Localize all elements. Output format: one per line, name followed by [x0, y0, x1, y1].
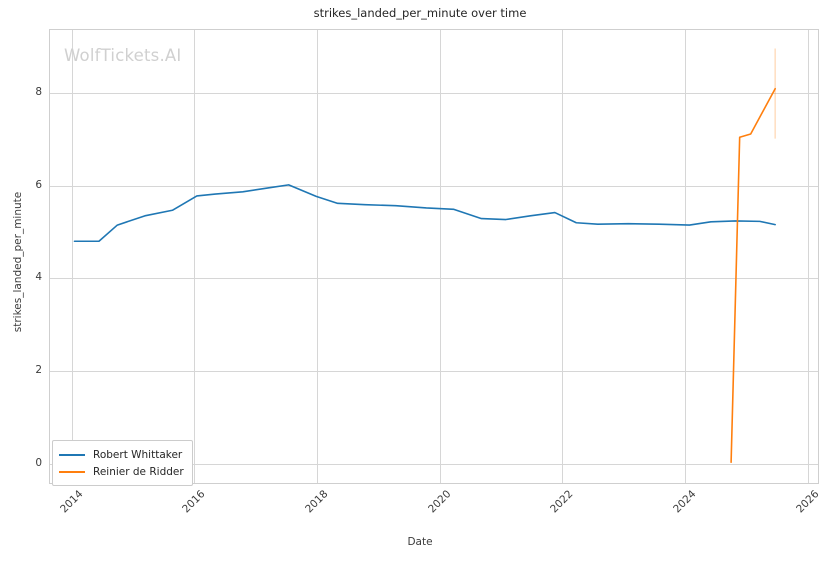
- gridline-vertical: [807, 30, 809, 483]
- y-tick-label: 4: [35, 271, 42, 284]
- legend-label: Robert Whittaker: [93, 448, 183, 461]
- y-tick-label: 0: [35, 457, 42, 470]
- y-axis-ticks: 0 2 4 6 8: [0, 29, 42, 484]
- gridline-vertical: [562, 30, 564, 483]
- series-line-2: [730, 87, 776, 463]
- x-tick-label: 2014: [57, 488, 85, 516]
- x-tick-label: 2026: [793, 488, 822, 516]
- y-tick-label: 2: [35, 364, 42, 377]
- y-tick-label: 8: [35, 85, 42, 98]
- legend-swatch-icon: [59, 453, 85, 456]
- gridlines: [50, 30, 818, 483]
- gridline-vertical: [316, 30, 318, 483]
- watermark-layer: WolfTickets.AI: [50, 30, 818, 483]
- gridline-horizontal: [50, 278, 818, 280]
- legend-swatch-icon: [59, 470, 85, 473]
- chart-legend[interactable]: Robert Whittaker Reinier de Ridder: [52, 440, 193, 486]
- gridline-vertical: [439, 30, 441, 483]
- x-tick-label: 2020: [425, 488, 454, 516]
- x-axis-label: Date: [407, 536, 433, 548]
- y-axis-label: strikes_landed_per_minute: [12, 191, 24, 333]
- y-tick-label: 6: [35, 178, 42, 191]
- gridline-horizontal: [50, 371, 818, 373]
- plot-area: WolfTickets.AI: [49, 29, 819, 484]
- gridline-vertical: [685, 30, 686, 483]
- legend-item-1[interactable]: Robert Whittaker: [59, 446, 184, 463]
- x-tick-label: 2016: [180, 488, 208, 516]
- x-tick-label: 2024: [671, 488, 699, 516]
- legend-label: Reinier de Ridder: [93, 465, 184, 478]
- gridline-vertical: [194, 30, 196, 483]
- series-lines: [73, 48, 776, 463]
- x-tick-label: 2022: [548, 488, 576, 516]
- series-line-1: [73, 184, 776, 243]
- legend-item-2[interactable]: Reinier de Ridder: [59, 463, 184, 480]
- chart-title: strikes_landed_per_minute over time: [313, 6, 527, 20]
- gridline-vertical: [71, 30, 73, 483]
- gridline-horizontal: [50, 92, 818, 94]
- x-tick-label: 2018: [302, 488, 331, 516]
- x-axis-ticks: 2014 2016 2018 2020 2022 2024 2026: [49, 484, 822, 544]
- gridline-horizontal: [50, 464, 818, 466]
- gridline-horizontal: [50, 185, 818, 187]
- watermark-text: WolfTickets.AI: [64, 46, 182, 65]
